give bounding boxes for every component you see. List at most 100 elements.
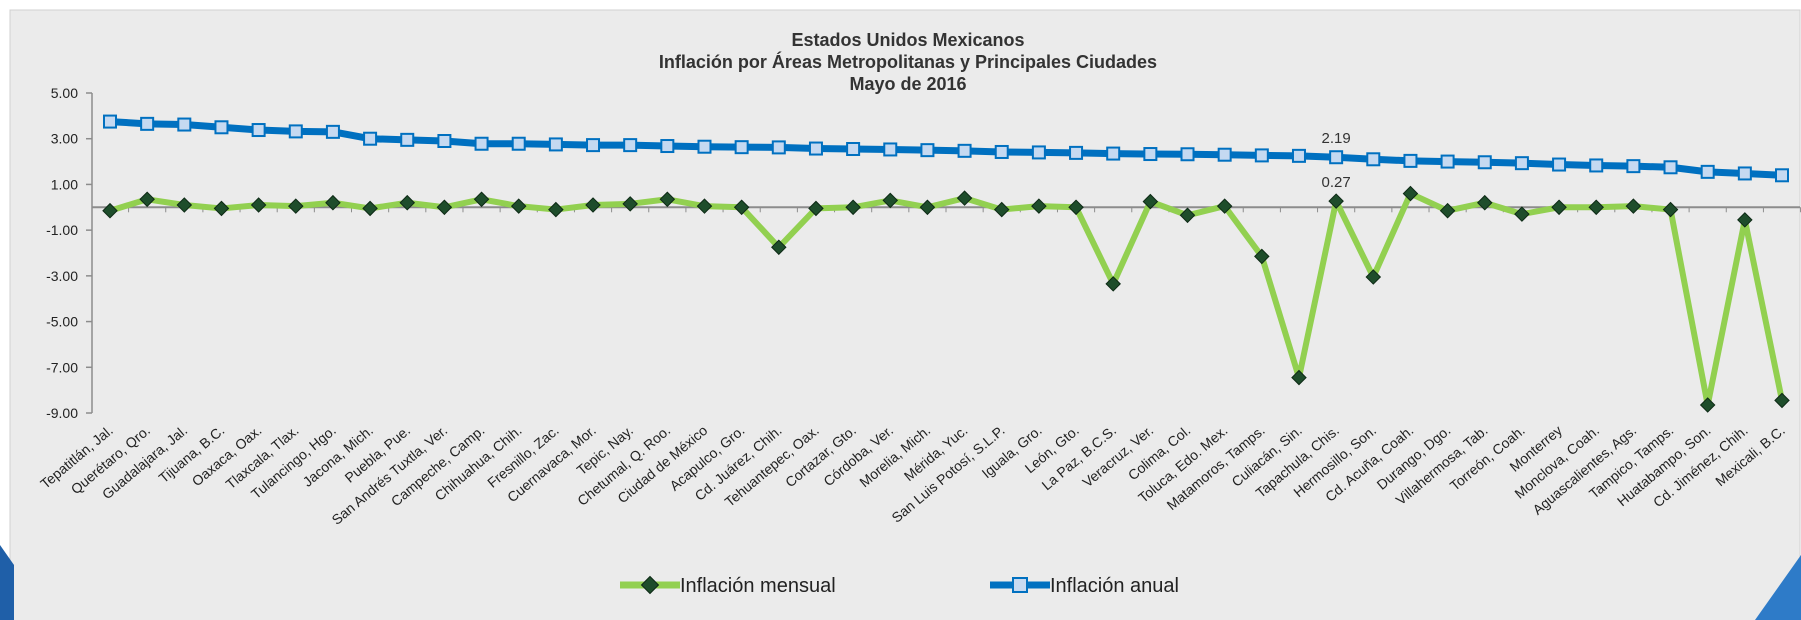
point-anual [1663,160,1678,175]
point-mensual [250,197,267,213]
point-anual [548,137,563,152]
point-anual [1217,147,1232,162]
point-mensual [1551,199,1567,216]
point-mensual [1216,198,1233,214]
data-label: 2.19 [1322,130,1351,147]
point-mensual [622,196,638,212]
point-mensual [287,198,304,214]
point-mensual [1068,199,1084,216]
legend-label-mensual: Inflación mensual [680,575,836,597]
point-mensual [808,200,824,217]
point-anual [1737,166,1752,181]
point-mensual [1365,269,1382,285]
chart-title-line-3: Mayo de 2016 [849,74,966,94]
point-anual [400,132,415,147]
point-mensual [436,199,453,216]
point-anual [771,140,786,155]
point-anual [1775,168,1789,183]
y-tick-label: 3.00 [51,131,78,147]
legend-item-mensual: Inflación mensual [620,575,836,597]
point-mensual [1179,207,1196,224]
point-anual [325,124,340,139]
point-mensual [399,194,416,211]
point-mensual [1625,198,1642,214]
point-anual [511,136,526,151]
point-anual [1291,148,1306,163]
point-anual [1700,164,1715,179]
point-mensual [102,202,118,219]
y-tick-label: -3.00 [46,268,78,284]
point-anual [1589,158,1604,173]
point-mensual [548,201,564,218]
point-anual [734,140,749,155]
point-mensual [1142,193,1159,210]
point-mensual [510,198,527,214]
point-anual [1552,157,1567,172]
y-tick-label: 1.00 [51,176,78,192]
point-mensual [176,197,193,213]
legend-label-anual: Inflación anual [1050,575,1179,597]
point-anual [1180,147,1195,162]
point-anual [214,120,229,135]
point-anual [1329,150,1344,165]
point-mensual [1254,248,1270,265]
point-mensual [696,198,713,214]
point-anual [1366,152,1381,167]
point-anual [660,139,675,154]
series-line-anual [109,118,1783,179]
point-anual [1143,147,1158,162]
point-anual [697,139,712,154]
point-anual [808,141,823,156]
point-anual [1403,153,1418,168]
point-anual [994,144,1009,159]
point-anual [1440,154,1455,169]
point-mensual [993,201,1010,218]
point-anual [957,143,972,158]
point-anual [1069,145,1084,160]
y-tick-label: -1.00 [46,222,78,238]
point-anual [251,123,266,138]
left-corner-decoration [0,545,14,620]
point-anual [1626,159,1641,174]
point-anual [1254,148,1269,163]
y-tick-label: -5.00 [46,314,78,330]
chart-title-line-1: Estados Unidos Mexicanos [791,30,1024,50]
y-tick-label: 5.00 [51,85,78,101]
point-mensual [1774,392,1790,409]
point-mensual [956,190,973,206]
point-mensual [213,200,230,217]
point-mensual [845,199,861,216]
point-anual [586,138,601,153]
point-mensual [473,191,490,208]
point-mensual [1514,206,1530,222]
point-mensual [882,192,899,209]
legend-item-anual: Inflación anual [990,575,1179,597]
data-label: 0.27 [1322,174,1351,191]
point-anual [623,138,638,153]
point-mensual [1291,369,1307,386]
point-mensual [1402,185,1419,202]
point-anual [1031,145,1046,160]
point-mensual [1328,193,1344,209]
point-anual [1106,146,1121,161]
point-mensual [585,197,601,213]
y-axis: 5.00 3.00 1.00 -1.00 -3.00 -5.00 -7.00 -9.00 [46,85,93,421]
point-mensual [139,191,155,208]
point-mensual [1476,194,1493,211]
point-mensual [659,191,676,208]
right-corner-decoration [1755,555,1801,620]
point-anual [846,142,861,156]
point-mensual [1588,199,1605,216]
series-line-mensual [109,190,1785,408]
point-mensual [919,199,936,216]
point-anual [288,124,303,139]
point-anual [474,136,489,151]
chart-title-line-2: Inflación por Áreas Metropolitanas y Pri… [659,51,1157,72]
point-anual [140,116,155,131]
point-anual [883,142,898,157]
series-layer [102,114,1790,413]
point-mensual [1105,276,1121,292]
point-mensual [733,199,750,216]
point-mensual [771,239,787,256]
